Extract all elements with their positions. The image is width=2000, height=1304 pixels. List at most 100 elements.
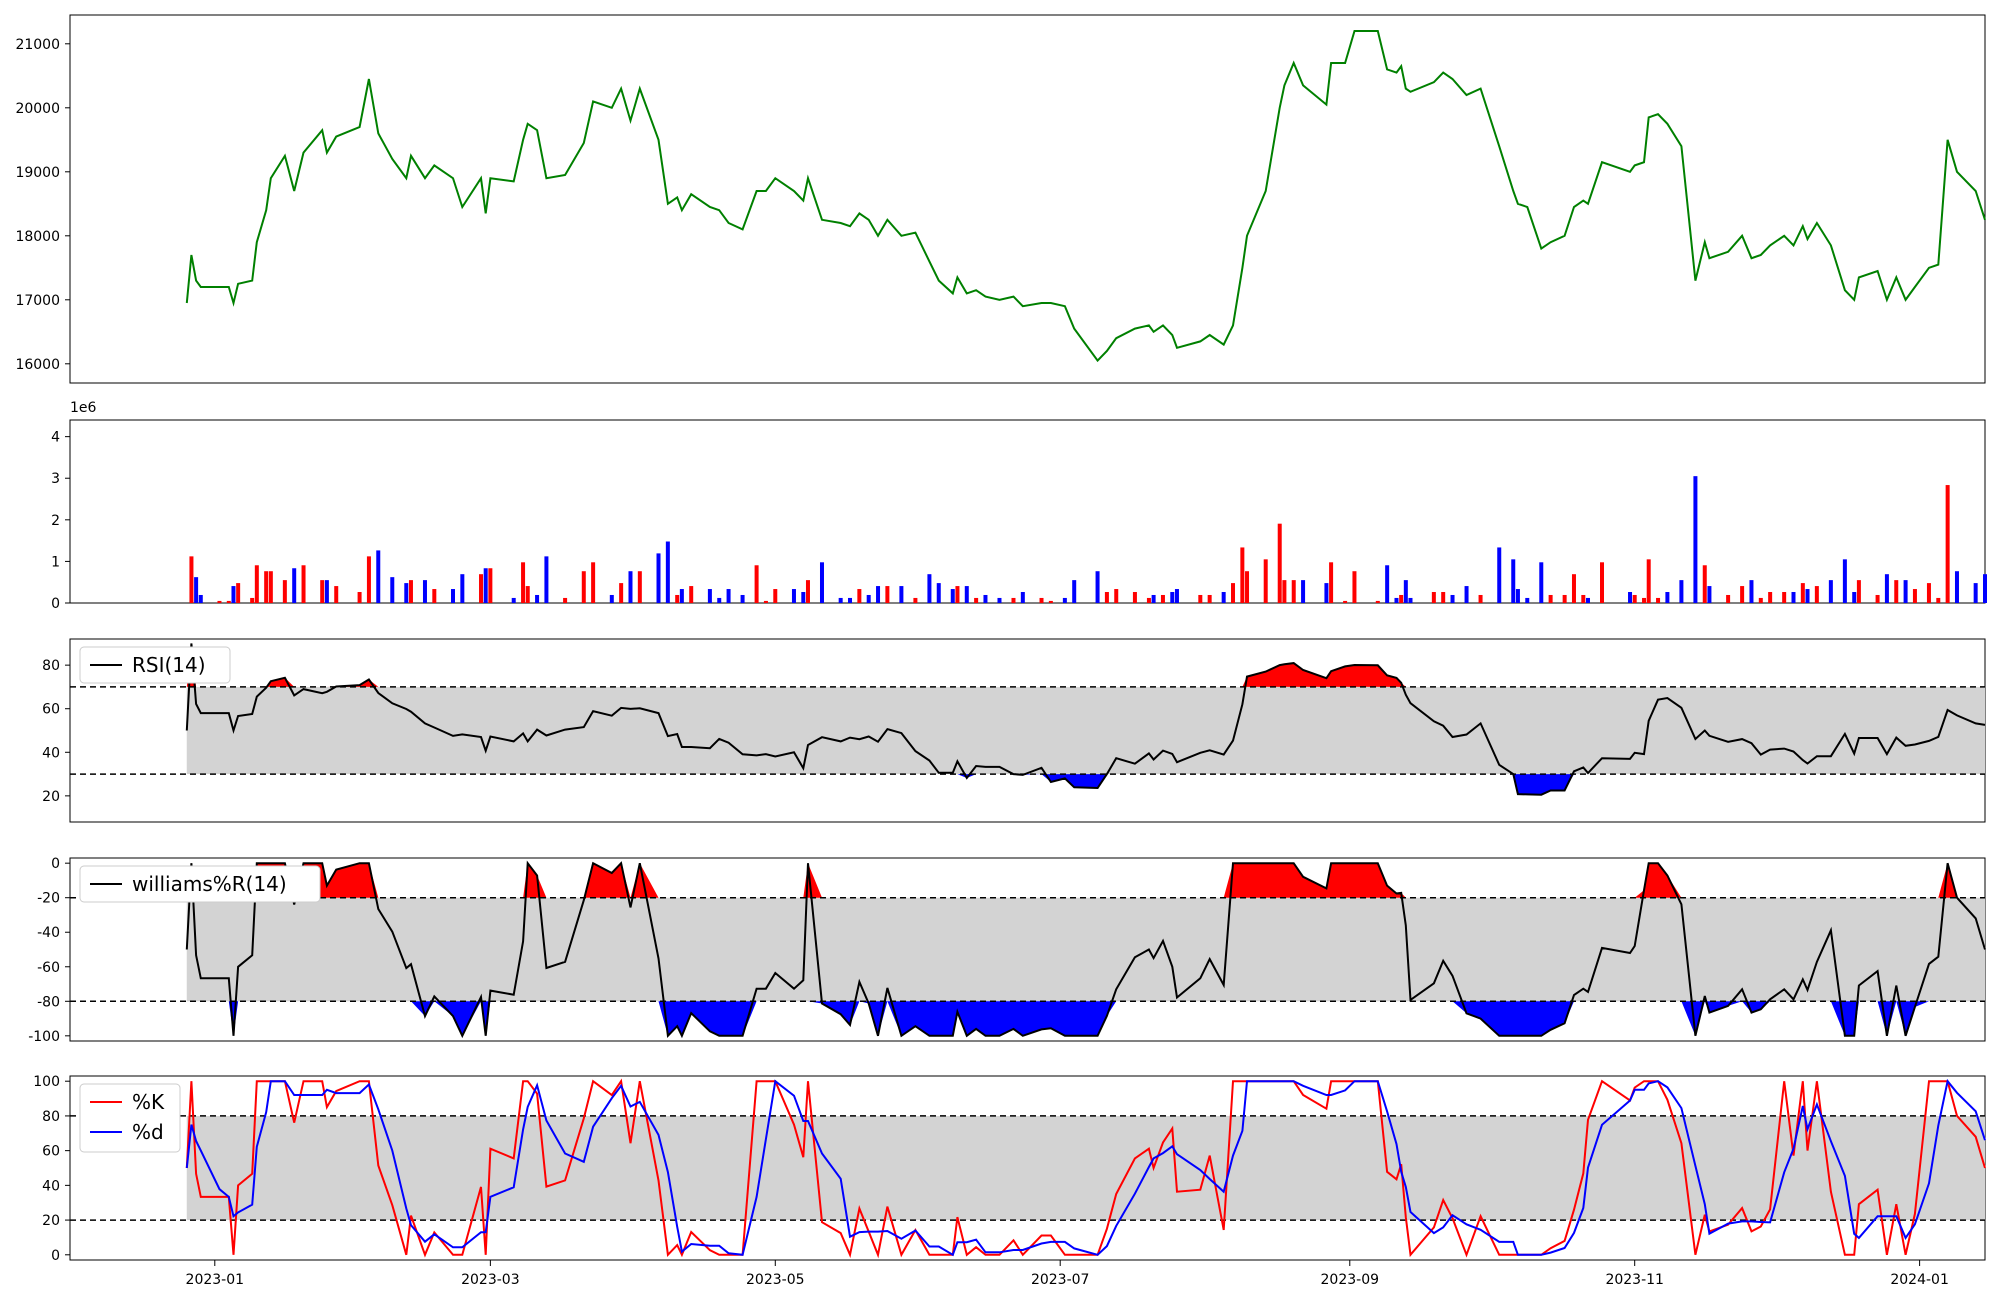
y-tick-label-stoch: 100	[33, 1074, 60, 1090]
volume-bar	[665, 541, 670, 603]
volume-bar	[936, 583, 941, 603]
volume-bar	[1768, 592, 1773, 603]
y-tick-label-will: 0	[51, 856, 60, 872]
volume-bar	[1240, 547, 1245, 603]
y-tick-label-price: 20000	[15, 101, 60, 117]
volume-bar	[1072, 580, 1077, 603]
volume-bar	[717, 597, 722, 603]
volume-bar	[950, 589, 955, 603]
volume-bar	[1011, 597, 1016, 603]
y-tick-label-vol: 2	[51, 513, 60, 529]
volume-bar	[773, 589, 778, 603]
volume-bar	[679, 589, 684, 603]
volume-bar	[819, 562, 824, 603]
volume-bar	[1020, 592, 1025, 603]
y-tick-label-stoch: 20	[42, 1213, 60, 1229]
volume-bar	[525, 586, 530, 603]
volume-bar	[1702, 565, 1707, 603]
volume-bar	[1581, 594, 1586, 603]
volume-bar	[189, 556, 194, 603]
volume-bar	[194, 577, 199, 603]
volume-bar	[805, 580, 810, 603]
volume-bar	[1945, 485, 1950, 603]
volume-bar	[791, 589, 796, 603]
volume-bar	[1464, 586, 1469, 603]
volume-bar	[1828, 580, 1833, 603]
volume-bar	[1814, 586, 1819, 603]
volume-bar	[366, 556, 371, 603]
y-tick-label-price: 21000	[15, 37, 60, 53]
y-tick-label-will: -40	[37, 925, 60, 941]
volume-bar	[1403, 580, 1408, 603]
volume-bar	[913, 597, 918, 603]
y-tick-label-stoch: 40	[42, 1178, 60, 1194]
volume-bar	[254, 565, 259, 603]
volume-bar	[1936, 597, 1941, 603]
volume-bar	[974, 597, 979, 603]
volume-bar	[1095, 571, 1100, 603]
stoch-d-line	[185, 1078, 1986, 1257]
volume-bar	[1170, 592, 1175, 603]
volume-bar	[637, 571, 642, 603]
y-tick-label-stoch: 0	[51, 1248, 60, 1264]
volume-bar	[857, 589, 862, 603]
volume-bar	[1394, 597, 1399, 603]
volume-bar	[563, 597, 568, 603]
volume-bar	[1399, 594, 1404, 603]
volume-bar	[838, 597, 843, 603]
stoch-band	[186, 1115, 1985, 1221]
y-tick-label-rsi: 80	[42, 658, 60, 674]
volume-bar	[217, 600, 222, 603]
y-tick-label-vol: 4	[51, 430, 60, 446]
volume-bar	[1408, 597, 1413, 603]
y-tick-label-price: 18000	[15, 229, 60, 245]
x-tick-label: 2023-09	[1321, 1272, 1380, 1288]
volume-bar	[488, 568, 493, 603]
volume-bar	[955, 586, 960, 603]
y-tick-label-price: 19000	[15, 165, 60, 181]
panel-price	[69, 14, 1986, 384]
volume-bar	[801, 592, 806, 603]
volume-bar	[591, 562, 596, 603]
volume-bar	[1791, 592, 1796, 603]
volume-bar	[1245, 571, 1250, 603]
volume-bar	[876, 586, 881, 603]
y-tick-label-will: -100	[28, 1029, 60, 1045]
volume-bar	[1511, 559, 1516, 603]
volume-bar	[1277, 523, 1282, 603]
y-tick-label-stoch: 60	[42, 1144, 60, 1160]
volume-bar	[1758, 597, 1763, 603]
volume-bar	[1231, 583, 1236, 603]
volume-bar	[1450, 594, 1455, 603]
volume-bar	[609, 594, 614, 603]
williams-legend-label: williams%R(14)	[132, 872, 287, 896]
volume-bar	[282, 580, 287, 603]
volume-bar	[1221, 592, 1226, 603]
volume-bar	[357, 592, 362, 603]
volume-bar	[1291, 580, 1296, 603]
volume-bar	[1852, 592, 1857, 603]
volume-bar	[726, 589, 731, 603]
will-overbought-fill	[186, 863, 1985, 898]
volume-bar	[1104, 592, 1109, 603]
volume-bar	[226, 600, 231, 603]
panel-vol	[69, 419, 1986, 604]
volume-bar	[1441, 592, 1446, 603]
volume-bar	[1632, 594, 1637, 603]
volume-bar	[1478, 594, 1483, 603]
volume-bar	[236, 583, 241, 603]
volume-bar	[422, 580, 427, 603]
x-tick-label: 2023-05	[746, 1272, 805, 1288]
volume-bar	[432, 589, 437, 603]
volume-bar	[390, 577, 395, 603]
y-tick-label-price: 16000	[15, 357, 60, 373]
volume-bar	[1628, 592, 1633, 603]
volume-bar	[1039, 597, 1044, 603]
volume-bar	[1375, 600, 1380, 603]
volume-bar	[1198, 594, 1203, 603]
volume-bar	[1679, 580, 1684, 603]
volume-bar	[292, 568, 297, 603]
volume-bar	[198, 594, 203, 603]
volume-bar	[1884, 574, 1889, 603]
